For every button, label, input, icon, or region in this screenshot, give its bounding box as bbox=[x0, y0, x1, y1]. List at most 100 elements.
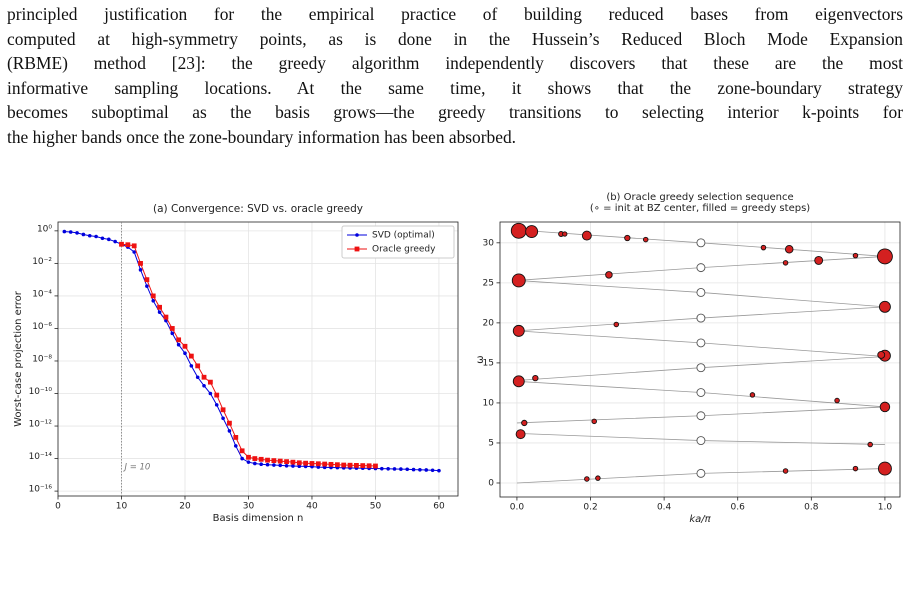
x-tick-label: 40 bbox=[306, 502, 318, 512]
marker bbox=[106, 237, 111, 242]
marker bbox=[405, 467, 410, 472]
init-point bbox=[696, 263, 706, 273]
marker bbox=[170, 331, 175, 336]
x-tick-label: 0.8 bbox=[804, 503, 819, 513]
marker bbox=[163, 314, 169, 320]
marker bbox=[125, 242, 131, 248]
greedy-point bbox=[512, 324, 525, 337]
marker bbox=[195, 363, 201, 369]
marker bbox=[182, 343, 188, 349]
marker bbox=[176, 342, 181, 347]
marker bbox=[227, 429, 232, 433]
marker bbox=[437, 468, 441, 473]
marker bbox=[386, 467, 390, 471]
marker bbox=[271, 458, 277, 464]
marker bbox=[284, 463, 289, 468]
marker bbox=[169, 326, 175, 331]
y-tick-label: 10⁻⁸ bbox=[32, 354, 52, 364]
greedy-point bbox=[515, 429, 526, 440]
x-tick-label: 20 bbox=[179, 502, 191, 512]
greedy-point bbox=[876, 248, 893, 265]
greedy-point bbox=[782, 260, 789, 266]
y-tick-label: 25 bbox=[483, 278, 494, 288]
marker bbox=[366, 463, 372, 469]
greedy-point bbox=[877, 461, 892, 476]
marker bbox=[309, 461, 315, 466]
y-tick-label: 10⁻¹⁶ bbox=[29, 485, 53, 495]
x-tick-label: 0.6 bbox=[731, 503, 746, 513]
greedy-point bbox=[613, 321, 620, 328]
init-point bbox=[696, 313, 706, 323]
greedy-point bbox=[510, 222, 527, 239]
marker bbox=[284, 459, 289, 465]
marker bbox=[208, 391, 213, 396]
greedy-point bbox=[584, 476, 590, 482]
marker bbox=[328, 461, 334, 467]
y-tick-label: 10⁻⁶ bbox=[32, 322, 52, 332]
marker bbox=[253, 461, 257, 466]
marker bbox=[354, 463, 359, 468]
marker bbox=[68, 230, 73, 234]
marker bbox=[189, 364, 194, 368]
plot-area bbox=[58, 222, 458, 496]
text-line: becomes suboptimal as the basis grows—th… bbox=[7, 102, 903, 123]
marker bbox=[252, 456, 258, 461]
marker bbox=[150, 293, 156, 299]
y-axis-label: ω bbox=[475, 355, 486, 363]
legend-box bbox=[341, 225, 455, 259]
marker bbox=[221, 416, 225, 421]
y-tick-label: 10 bbox=[483, 398, 495, 408]
greedy-point bbox=[879, 401, 891, 413]
marker bbox=[183, 351, 187, 356]
marker bbox=[239, 448, 245, 454]
x-tick-label: 0 bbox=[55, 502, 61, 512]
annotation: J = 10 bbox=[122, 463, 150, 473]
legend-marker bbox=[355, 233, 359, 237]
marker bbox=[144, 277, 150, 283]
marker bbox=[297, 464, 302, 468]
marker bbox=[214, 403, 219, 407]
marker bbox=[233, 435, 239, 440]
marker bbox=[214, 392, 220, 398]
x-tick-label: 10 bbox=[116, 502, 128, 512]
marker bbox=[316, 465, 321, 469]
text-line: the higher bands once the zone-boundary … bbox=[7, 126, 516, 147]
greedy-point bbox=[834, 397, 840, 404]
greedy-point bbox=[878, 300, 891, 313]
greedy-point bbox=[605, 271, 613, 279]
marker bbox=[347, 462, 353, 468]
greedy-point bbox=[814, 255, 824, 265]
text-line: principled justification for the empiric… bbox=[7, 4, 903, 24]
marker bbox=[258, 456, 264, 462]
plot-frame bbox=[57, 221, 459, 497]
marker bbox=[233, 444, 238, 448]
marker bbox=[303, 460, 309, 466]
marker bbox=[399, 467, 403, 471]
greedy-point bbox=[852, 465, 859, 472]
marker bbox=[100, 236, 105, 241]
marker bbox=[291, 464, 295, 468]
greedy-point bbox=[877, 350, 886, 359]
x-tick-label: 60 bbox=[433, 502, 445, 512]
marker bbox=[176, 337, 182, 343]
x-axis-label: Basis dimension n bbox=[213, 513, 304, 524]
x-tick-label: 0.0 bbox=[510, 503, 525, 513]
marker bbox=[81, 232, 86, 237]
marker bbox=[334, 462, 340, 468]
marker bbox=[145, 284, 149, 288]
marker bbox=[188, 353, 194, 359]
greedy-point bbox=[511, 273, 526, 288]
greedy-point bbox=[525, 225, 539, 239]
marker bbox=[315, 461, 321, 467]
marker bbox=[418, 467, 422, 472]
marker bbox=[151, 299, 156, 303]
y-tick-label: 10⁻¹⁰ bbox=[29, 387, 53, 397]
chart-subtitle: (∘ = init at BZ center, filled = greedy … bbox=[590, 203, 810, 214]
chart-title: (a) Convergence: SVD vs. oracle greedy bbox=[153, 203, 363, 215]
marker bbox=[207, 379, 213, 385]
greedy-point bbox=[784, 244, 794, 254]
init-point bbox=[696, 411, 706, 421]
greedy-point bbox=[624, 234, 631, 242]
greedy-point bbox=[749, 392, 756, 398]
